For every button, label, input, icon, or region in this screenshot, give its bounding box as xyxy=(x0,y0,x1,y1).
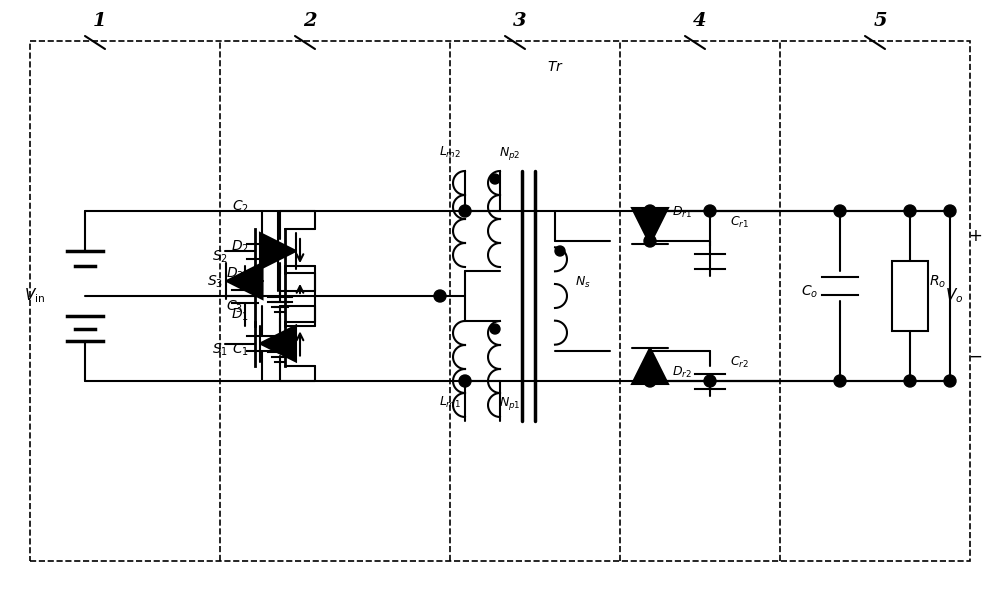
Circle shape xyxy=(944,205,956,217)
Circle shape xyxy=(644,205,656,217)
Text: $C_{r2}$: $C_{r2}$ xyxy=(730,355,749,370)
Circle shape xyxy=(904,205,916,217)
Text: $V_o$: $V_o$ xyxy=(945,287,963,306)
Text: 5: 5 xyxy=(873,12,887,30)
Circle shape xyxy=(644,235,656,247)
Text: $V_{\rm in}$: $V_{\rm in}$ xyxy=(24,287,46,306)
Text: $S_1$: $S_1$ xyxy=(212,342,228,358)
Text: $C_2$: $C_2$ xyxy=(232,199,248,215)
Polygon shape xyxy=(260,326,296,362)
Text: 2: 2 xyxy=(303,12,317,30)
Text: 1: 1 xyxy=(93,12,107,30)
Text: $N_{p2}$: $N_{p2}$ xyxy=(499,145,521,162)
Text: 4: 4 xyxy=(693,12,707,30)
Circle shape xyxy=(459,205,471,217)
Text: $+$: $+$ xyxy=(968,227,982,245)
Circle shape xyxy=(834,205,846,217)
Circle shape xyxy=(555,246,565,256)
Text: $D_1$: $D_1$ xyxy=(231,307,249,323)
Text: $R_o$: $R_o$ xyxy=(929,274,947,290)
Text: $C_1$: $C_1$ xyxy=(232,342,248,358)
Text: $C_o$: $C_o$ xyxy=(801,284,819,300)
Circle shape xyxy=(904,375,916,387)
Text: $L_{m1}$: $L_{m1}$ xyxy=(439,395,461,410)
Text: $D_{r2}$: $D_{r2}$ xyxy=(672,365,692,380)
Text: 3: 3 xyxy=(513,12,527,30)
Circle shape xyxy=(490,174,500,184)
Text: $Tr$: $Tr$ xyxy=(547,60,563,74)
Text: $D_{r1}$: $D_{r1}$ xyxy=(672,205,692,220)
Polygon shape xyxy=(226,263,262,299)
Text: $S_2$: $S_2$ xyxy=(212,249,228,265)
Text: $C_{r1}$: $C_{r1}$ xyxy=(730,215,749,230)
Circle shape xyxy=(704,205,716,217)
Text: $L_{m2}$: $L_{m2}$ xyxy=(439,145,461,160)
Text: $-$: $-$ xyxy=(968,347,982,365)
Polygon shape xyxy=(632,348,668,384)
Text: $D_2$: $D_2$ xyxy=(231,239,249,255)
Circle shape xyxy=(434,290,446,302)
Circle shape xyxy=(704,375,716,387)
Circle shape xyxy=(834,375,846,387)
Polygon shape xyxy=(260,233,296,269)
Text: $N_{p1}$: $N_{p1}$ xyxy=(499,395,521,412)
Text: $D_3$: $D_3$ xyxy=(226,266,244,282)
Polygon shape xyxy=(632,208,668,244)
Bar xyxy=(892,261,928,331)
Circle shape xyxy=(944,375,956,387)
Text: $C_3$: $C_3$ xyxy=(226,299,244,316)
Circle shape xyxy=(490,324,500,334)
Circle shape xyxy=(644,375,656,387)
Text: $N_s$: $N_s$ xyxy=(575,275,591,290)
Bar xyxy=(30,41,970,561)
Text: $S_3$: $S_3$ xyxy=(207,274,223,290)
Circle shape xyxy=(459,375,471,387)
